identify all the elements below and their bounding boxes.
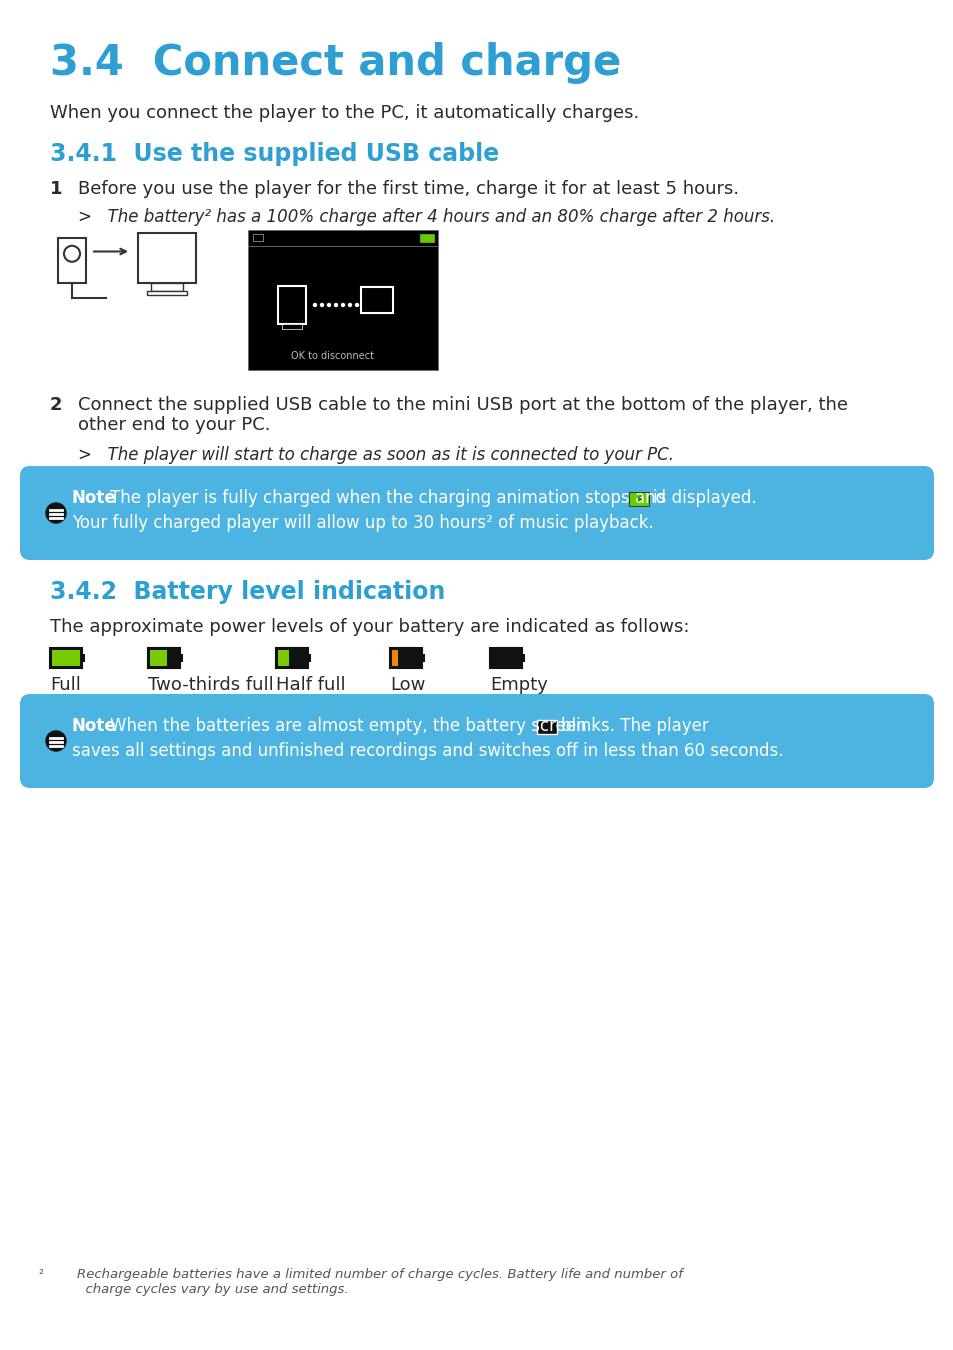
Bar [82, 655, 85, 662]
Bar [50, 648, 82, 668]
Text: 3.4  Connect and charge: 3.4 Connect and charge [50, 42, 620, 84]
Text: 1: 1 [50, 180, 63, 198]
Text: The approximate power levels of your battery are indicated as follows:: The approximate power levels of your bat… [50, 618, 689, 636]
Bar [275, 648, 308, 668]
Circle shape [327, 304, 330, 306]
Text: Low: Low [390, 676, 425, 694]
Bar [537, 720, 557, 734]
FancyBboxPatch shape [20, 694, 933, 788]
Text: Rechargeable batteries have a limited number of charge cycles. Battery life and : Rechargeable batteries have a limited nu… [60, 1268, 682, 1296]
Bar [148, 648, 180, 668]
Bar [277, 649, 289, 666]
Circle shape [314, 304, 316, 306]
Bar [58, 238, 86, 284]
Text: Two-thirds full: Two-thirds full [148, 676, 274, 694]
Circle shape [362, 304, 365, 306]
Bar [277, 286, 306, 324]
Text: Half full: Half full [275, 676, 345, 694]
Bar [419, 234, 434, 242]
Text: 2: 2 [50, 396, 63, 414]
Text: >   The player will start to charge as soon as it is connected to your PC.: > The player will start to charge as soo… [78, 446, 673, 464]
Text: 3.4.2  Battery level indication: 3.4.2 Battery level indication [50, 580, 445, 603]
Text: saves all settings and unfinished recordings and switches off in less than 60 se: saves all settings and unfinished record… [71, 743, 782, 760]
Bar [392, 649, 397, 666]
Text: blinks. The player: blinks. The player [560, 717, 708, 734]
Text: >   The battery² has a 100% charge after 4 hours and an 80% charge after 2 hours: > The battery² has a 100% charge after 4… [78, 208, 774, 225]
Bar [360, 288, 393, 313]
Bar [52, 649, 80, 666]
Circle shape [64, 246, 80, 262]
Text: Before you use the player for the first time, charge it for at least 5 hours.: Before you use the player for the first … [78, 180, 739, 198]
Circle shape [335, 304, 337, 306]
Bar [490, 648, 521, 668]
Bar [628, 491, 648, 506]
Text: When you connect the player to the PC, it automatically charges.: When you connect the player to the PC, i… [50, 104, 639, 122]
Bar [253, 234, 263, 242]
Bar [147, 292, 187, 296]
Bar [308, 655, 311, 662]
Text: ²: ² [38, 1268, 43, 1281]
Text: Empty: Empty [490, 676, 547, 694]
Text: Note: Note [71, 717, 116, 734]
FancyBboxPatch shape [20, 466, 933, 560]
Text: Your fully charged player will allow up to 30 hours² of music playback.: Your fully charged player will allow up … [71, 514, 653, 532]
Bar [150, 649, 167, 666]
Bar [282, 324, 302, 329]
Circle shape [341, 304, 344, 306]
Bar [180, 655, 183, 662]
Circle shape [355, 304, 358, 306]
Circle shape [320, 304, 323, 306]
Text: 3.4.1  Use the supplied USB cable: 3.4.1 Use the supplied USB cable [50, 142, 498, 166]
Text: other end to your PC.: other end to your PC. [78, 416, 271, 433]
Bar [521, 655, 524, 662]
Bar [138, 234, 195, 284]
Circle shape [46, 730, 66, 751]
Text: The player is fully charged when the charging animation stops and: The player is fully charged when the cha… [110, 489, 665, 508]
Text: Connect the supplied USB cable to the mini USB port at the bottom of the player,: Connect the supplied USB cable to the mi… [78, 396, 847, 414]
Circle shape [348, 304, 351, 306]
Text: Note: Note [71, 489, 116, 508]
Circle shape [46, 504, 66, 522]
Text: Full: Full [50, 676, 81, 694]
Bar [421, 655, 424, 662]
Bar [390, 648, 421, 668]
Bar [248, 230, 437, 370]
Text: ⚡: ⚡ [635, 494, 641, 504]
Text: When the batteries are almost empty, the battery screen: When the batteries are almost empty, the… [110, 717, 586, 734]
Text: is displayed.: is displayed. [652, 489, 756, 508]
Bar [151, 284, 183, 292]
Text: OK to disconnect: OK to disconnect [292, 351, 375, 360]
